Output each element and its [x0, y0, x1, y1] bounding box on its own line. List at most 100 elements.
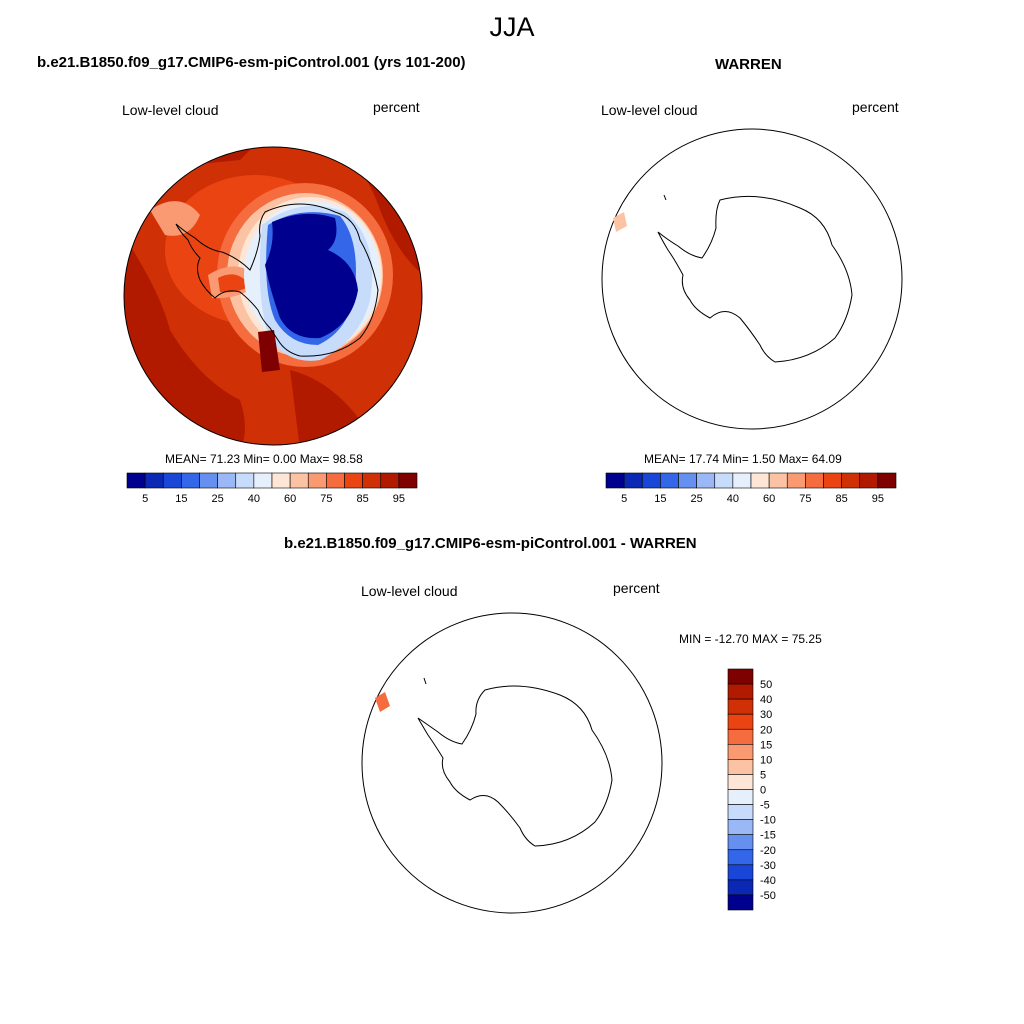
colorbar-swatch — [732, 472, 752, 489]
colorbar-swatch — [623, 472, 643, 489]
colorbar-swatch — [727, 879, 754, 896]
colorbar-tick-label: 15 — [654, 493, 666, 505]
colorbar-swatch — [841, 472, 861, 489]
model-colorbar: 5 15 25 40 60 75 85 95 — [126, 472, 418, 505]
colorbar-tick-label: 85 — [836, 493, 848, 505]
colorbar-swatch — [768, 472, 788, 489]
colorbar-tick-label: 95 — [393, 493, 405, 505]
colorbar-tick-label: 60 — [284, 493, 296, 505]
colorbar-swatch — [727, 683, 754, 700]
colorbar-swatch — [641, 472, 661, 489]
colorbar-swatch — [727, 864, 754, 881]
colorbar-swatch — [727, 759, 754, 775]
antarctica-coastline — [657, 195, 853, 363]
colorbar-swatch — [217, 472, 237, 489]
colorbar-swatch — [235, 472, 255, 489]
antarctica-coastline — [175, 203, 379, 357]
diff-panel-title: b.e21.B1850.f09_g17.CMIP6-esm-piControl.… — [284, 535, 697, 552]
colorbar-tick-label: 5 — [621, 493, 627, 505]
colorbar-tick-label: 15 — [760, 739, 772, 751]
colorbar-tick-label: 75 — [799, 493, 811, 505]
colorbar-swatch — [823, 472, 842, 489]
colorbar-tick-label: 20 — [760, 724, 772, 736]
colorbar-tick-label: 95 — [872, 493, 884, 505]
colorbar-tick-label: -15 — [760, 830, 776, 842]
colorbar-swatch — [162, 472, 182, 489]
diff-units-label: percent — [613, 580, 660, 596]
colorbar-swatch — [727, 834, 754, 851]
colorbar-tick-label: 40 — [248, 493, 260, 505]
colorbar-tick-label: 40 — [727, 493, 739, 505]
colorbar-swatch — [727, 713, 754, 730]
colorbar-swatch — [253, 472, 273, 489]
colorbar-tick-label: -20 — [760, 845, 776, 857]
colorbar-swatch — [344, 472, 363, 489]
colorbar-swatch — [362, 472, 382, 489]
obs-polar-map — [601, 128, 903, 430]
colorbar-swatch — [727, 849, 754, 866]
colorbar-tick-label: -5 — [760, 800, 770, 812]
colorbar-swatch — [660, 472, 679, 489]
colorbar-swatch — [786, 472, 806, 489]
colorbar-swatch — [727, 804, 754, 820]
diff-variable-label: Low-level cloud — [361, 583, 458, 599]
colorbar-tick-label: 10 — [760, 754, 772, 766]
colorbar-tick-label: -50 — [760, 890, 776, 902]
colorbar-swatch — [727, 819, 754, 835]
colorbar-swatch — [727, 698, 754, 715]
colorbar-swatch — [727, 774, 754, 790]
colorbar-tick-label: -30 — [760, 860, 776, 872]
colorbar-tick-label: 5 — [142, 493, 148, 505]
colorbar-tick-label: 75 — [320, 493, 332, 505]
colorbar-tick-label: 85 — [357, 493, 369, 505]
obs-stats: MEAN= 17.74 Min= 1.50 Max= 64.09 — [644, 452, 842, 466]
colorbar-tick-label: 25 — [691, 493, 703, 505]
colorbar-swatch — [678, 472, 697, 489]
colorbar-swatch — [750, 472, 770, 489]
obs-colorbar: 5 15 25 40 60 75 85 95 — [605, 472, 897, 505]
colorbar-swatch — [727, 789, 754, 805]
colorbar-swatch — [605, 472, 625, 489]
model-variable-label: Low-level cloud — [122, 102, 219, 118]
obs-variable-label: Low-level cloud — [601, 102, 698, 118]
antarctica-coastline — [417, 685, 613, 847]
diff-stats: MIN = -12.70 MAX = 75.25 — [679, 632, 822, 646]
colorbar-swatch — [696, 472, 716, 489]
colorbar-swatch — [877, 472, 897, 489]
colorbar-swatch — [326, 472, 345, 489]
colorbar-tick-label: 50 — [760, 679, 772, 691]
model-polar-map — [123, 146, 423, 446]
colorbar-swatch — [181, 472, 200, 489]
colorbar-tick-label: 0 — [760, 785, 766, 797]
model-panel-title: b.e21.B1850.f09_g17.CMIP6-esm-piControl.… — [37, 54, 466, 71]
season-title: JJA — [489, 12, 535, 42]
colorbar-swatch — [727, 894, 754, 911]
colorbar-swatch — [144, 472, 164, 489]
model-units-label: percent — [373, 99, 420, 115]
colorbar-tick-label: 60 — [763, 493, 775, 505]
colorbar-swatch — [727, 728, 754, 745]
model-stats: MEAN= 71.23 Min= 0.00 Max= 98.58 — [165, 452, 363, 466]
colorbar-tick-label: 25 — [212, 493, 224, 505]
colorbar-swatch — [271, 472, 291, 489]
colorbar-tick-label: 15 — [175, 493, 187, 505]
colorbar-swatch — [727, 744, 754, 760]
colorbar-swatch — [398, 472, 418, 489]
colorbar-swatch — [727, 668, 754, 685]
colorbar-tick-label: -40 — [760, 875, 776, 887]
colorbar-swatch — [307, 472, 327, 489]
colorbar-tick-label: 5 — [760, 769, 766, 781]
colorbar-swatch — [199, 472, 218, 489]
colorbar-swatch — [714, 472, 734, 489]
colorbar-swatch — [859, 472, 879, 489]
obs-units-label: percent — [852, 99, 899, 115]
obs-panel-title: WARREN — [715, 56, 782, 73]
colorbar-tick-label: 40 — [760, 694, 772, 706]
colorbar-tick-label: 30 — [760, 709, 772, 721]
colorbar-swatch — [805, 472, 824, 489]
colorbar-swatch — [126, 472, 146, 489]
colorbar-swatch — [380, 472, 400, 489]
colorbar-swatch — [289, 472, 309, 489]
